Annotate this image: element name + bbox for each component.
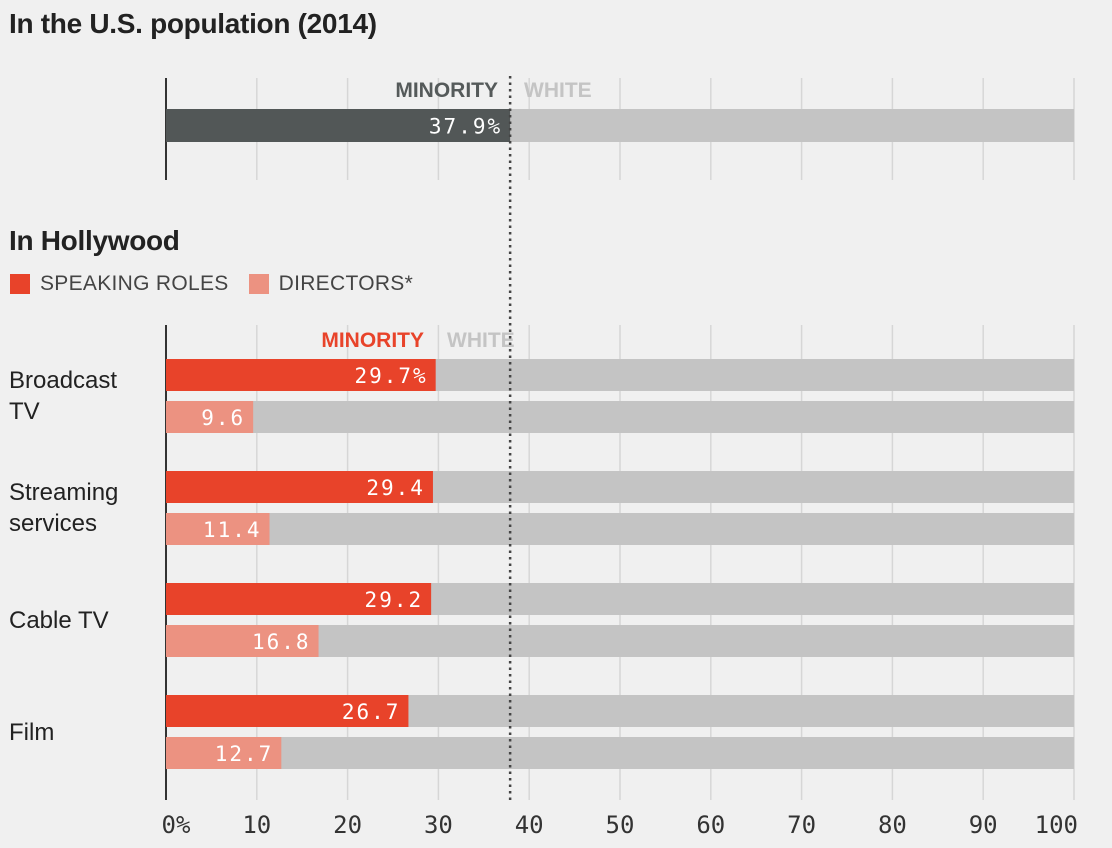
legend-label-directors: DIRECTORS* [278,272,414,295]
directors-bar-value-label: 11.4 [203,518,262,542]
legend: SPEAKING ROLES DIRECTORS* [10,272,427,296]
directors-bar-white-segment [166,737,1074,769]
x-tick-label: 60 [696,811,725,839]
x-tick-label: 30 [424,811,453,839]
speaking-bar-value-label: 29.7% [354,364,427,388]
x-tick-label: 70 [787,811,816,839]
us-white-label: WHITE [524,79,592,102]
category-label: Streaming services [9,479,119,537]
speaking-bar-minority-segment [166,359,436,391]
us-minority-label: MINORITY [395,79,498,102]
legend-swatch-speaking-roles [10,274,30,294]
x-tick-label: 100 [1035,811,1078,839]
hollywood-minority-label: MINORITY [321,329,424,352]
directors-bar-white-segment [166,401,1074,433]
speaking-bar-minority-segment [166,583,432,615]
x-tick-label: 40 [515,811,544,839]
hollywood-heading: In Hollywood [9,225,180,256]
x-tick-label: 80 [878,811,907,839]
legend-label-speaking-roles: SPEAKING ROLES [40,272,229,295]
speaking-bar-minority-segment [166,471,433,503]
x-tick-label: 10 [242,811,271,839]
directors-bar-minority-segment [166,625,319,657]
legend-item-speaking-roles: SPEAKING ROLES [10,272,229,296]
category-label: Broadcast TV [9,367,118,425]
x-tick-label: 0% [162,811,191,839]
us-population-heading: In the U.S. population (2014) [9,8,377,39]
x-tick-label: 90 [969,811,998,839]
directors-bar-minority-segment [166,401,254,433]
category-label: Cable TV [9,606,109,634]
hollywood-white-label: WHITE [447,329,515,352]
directors-bar-minority-segment [166,513,270,545]
directors-bar-minority-segment [166,737,282,769]
x-tick-label: 20 [333,811,362,839]
speaking-bar-value-label: 29.4 [366,476,425,500]
legend-swatch-directors [248,274,269,294]
directors-bar-white-segment [166,513,1074,545]
speaking-bar-value-label: 29.2 [365,588,424,612]
directors-bar-value-label: 12.7 [215,742,274,766]
us-bar-value-label: 37.9% [429,115,502,139]
us-bar-minority-segment [166,109,511,142]
x-tick-label: 50 [606,811,635,839]
legend-item-directors: DIRECTORS* [248,272,414,296]
speaking-bar-value-label: 26.7 [342,700,401,724]
speaking-bar-minority-segment [166,695,409,727]
directors-bar-value-label: 9.6 [201,406,245,430]
directors-bar-value-label: 16.8 [252,630,311,654]
category-label: Film [9,718,55,746]
